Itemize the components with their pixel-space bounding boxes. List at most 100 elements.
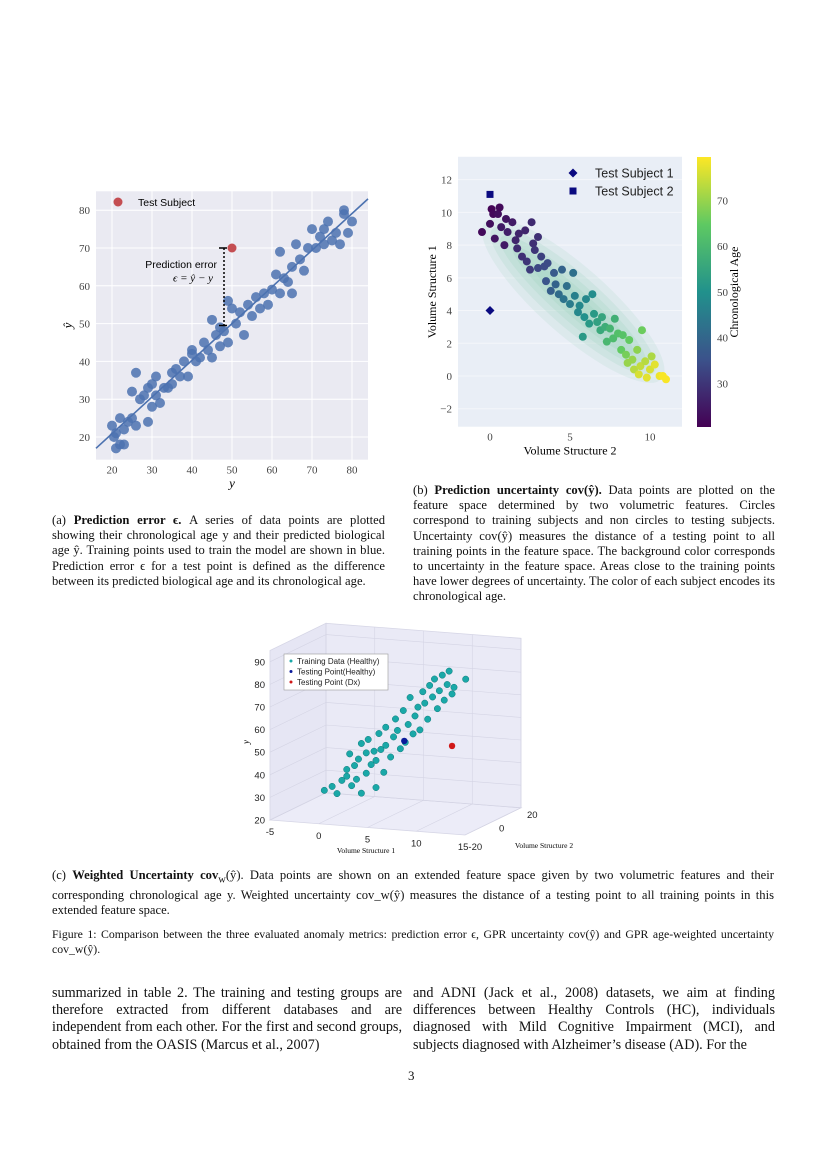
x-tick-label: 60 (267, 465, 279, 477)
training-point (343, 227, 353, 238)
training-point (638, 326, 646, 335)
training-point (414, 703, 422, 711)
training-point (628, 355, 637, 364)
training-point (183, 371, 193, 382)
training-point (490, 234, 499, 243)
training-point (502, 214, 510, 223)
training-point (546, 286, 555, 295)
testing-point-dx (448, 742, 456, 750)
training-point (215, 341, 225, 352)
z-tick-label: 70 (254, 703, 265, 714)
training-point (534, 232, 542, 241)
training-point (421, 699, 429, 707)
training-point (223, 295, 233, 306)
training-point (187, 345, 197, 356)
x-tick-label: 15-20 (458, 842, 482, 853)
legend-marker (289, 659, 293, 663)
training-point (598, 313, 606, 322)
y-tick-label: 60 (79, 281, 91, 293)
x-tick-label: 20 (107, 465, 119, 477)
training-point (566, 300, 574, 309)
training-point (617, 345, 626, 354)
training-point (131, 367, 141, 378)
training-point (543, 259, 552, 268)
training-point (372, 756, 380, 764)
training-point (375, 730, 383, 737)
training-point (527, 218, 536, 227)
legend-label: Test Subject (138, 197, 195, 209)
training-point (513, 244, 522, 253)
y-tick-label: 4 (447, 306, 453, 318)
training-point (111, 428, 121, 439)
training-point (348, 782, 356, 790)
legend-box (283, 653, 389, 691)
training-point (235, 307, 245, 318)
training-point (529, 239, 538, 248)
x-tick-label: 5 (365, 835, 370, 846)
training-point (353, 775, 360, 783)
caption-a-text: A series of data points are plotted show… (52, 513, 386, 588)
body-left-column: summarized in table 2. The training and … (52, 985, 402, 1053)
caption-b: (b) Prediction uncertainty cov(ŷ). Data … (413, 483, 775, 605)
legend-square-icon (569, 187, 577, 195)
training-point (259, 288, 269, 299)
training-point (167, 379, 177, 390)
training-point (207, 352, 217, 363)
training-point (275, 288, 285, 299)
y-tick-label: 10 (441, 207, 453, 219)
training-point (633, 345, 642, 354)
training-point (511, 236, 520, 245)
y-tick-label: 40 (79, 356, 91, 368)
training-point (219, 326, 229, 337)
caption-a-title: Prediction error ϵ. (73, 513, 182, 527)
training-point (327, 235, 337, 246)
training-point (429, 693, 437, 701)
training-point (559, 295, 568, 304)
training-point (239, 329, 249, 340)
y-tick-label: 50 (79, 319, 91, 331)
gridline-x (464, 638, 522, 836)
training-point (399, 707, 407, 714)
training-point (503, 228, 512, 237)
colorbar-tick-label: 40 (717, 333, 729, 345)
training-point (199, 337, 209, 348)
x-tick-label: 10 (411, 838, 422, 849)
y-axis-label: ŷ (60, 322, 75, 330)
training-point (319, 239, 329, 250)
training-point (255, 303, 265, 314)
training-point (570, 291, 579, 300)
training-point (588, 290, 597, 299)
training-point (119, 439, 129, 450)
training-point (642, 373, 651, 382)
training-point (343, 766, 351, 773)
training-point (495, 203, 504, 212)
training-point (320, 786, 328, 794)
x-axis-label: y (227, 476, 235, 491)
figure-caption-label: Figure 1: (52, 927, 97, 941)
gridline-x (367, 630, 424, 828)
training-point (630, 365, 638, 374)
training-point (295, 254, 305, 265)
training-point (346, 750, 354, 758)
training-point (380, 768, 388, 776)
training-point (147, 379, 157, 390)
training-point (602, 337, 611, 346)
training-point (431, 675, 438, 683)
colorbar (697, 157, 711, 427)
x-tick-label: 0 (487, 432, 493, 444)
y-axis-label: Volume Structure 1 (425, 245, 439, 338)
z-tick-label: 60 (254, 725, 265, 736)
training-point (203, 345, 213, 356)
training-point (500, 241, 509, 250)
x-tick-label: 0 (316, 831, 321, 842)
training-point (351, 762, 359, 770)
y-tick-label: 0 (447, 371, 453, 383)
caption-c: (c) Weighted Uncertainty covw(ŷ). Data p… (52, 868, 774, 918)
test-subject-2-marker (486, 190, 494, 198)
x-tick-label: 30 (147, 465, 159, 477)
training-point (569, 268, 578, 277)
training-point (404, 721, 412, 728)
training-point (367, 761, 375, 769)
training-point (618, 331, 627, 340)
